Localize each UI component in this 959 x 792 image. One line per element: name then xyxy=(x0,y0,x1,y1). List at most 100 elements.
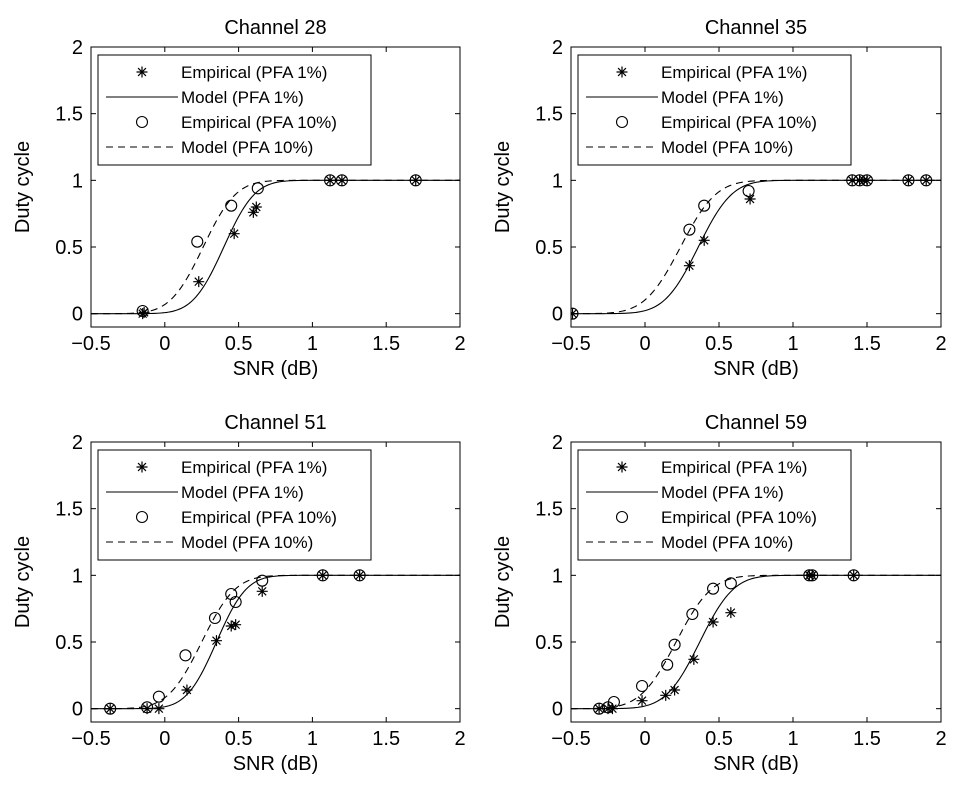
asterisk-marker xyxy=(410,174,422,186)
asterisk-marker xyxy=(136,66,148,78)
model-curve-pfa1 xyxy=(571,574,941,710)
y-tick-label: 0.5 xyxy=(55,632,83,654)
circle-marker xyxy=(803,569,816,582)
asterisk-marker xyxy=(138,306,150,318)
subplot-channel-51: Channel 51 −0.5 0 0.5 1 1.5 2 0 0.5 1 1.5 2 SNR (dB)… xyxy=(12,412,466,775)
legend-label: Model (PFA 10%) xyxy=(661,138,793,157)
circle-marker xyxy=(686,607,699,621)
circle-marker xyxy=(806,569,819,582)
y-tick-label: 0 xyxy=(72,304,83,326)
x-tick-label: 1 xyxy=(787,333,798,355)
circle-marker xyxy=(593,702,606,715)
asterisk-marker xyxy=(848,569,860,581)
asterisk-marker xyxy=(616,66,628,78)
x-tick-label: −0.5 xyxy=(551,728,590,750)
subplot-channel-28: Channel 28 −0.5 0 0.5 1 1.5 2 0 0.5 1 1.5 2 SNR (dB)… xyxy=(12,17,466,380)
circle-marker xyxy=(256,574,269,587)
plot-area xyxy=(91,174,460,320)
asterisk-marker xyxy=(902,174,914,186)
x-tick-label: 2 xyxy=(935,728,946,750)
asterisk-marker xyxy=(141,703,153,715)
legend-label: Empirical (PFA 10%) xyxy=(661,113,817,132)
asterisk-marker xyxy=(698,234,710,246)
asterisk-marker xyxy=(744,193,756,205)
y-tick-label: 0.5 xyxy=(535,237,563,259)
asterisk-marker xyxy=(606,703,618,715)
circle-marker xyxy=(191,235,204,248)
chart-title: Channel 35 xyxy=(705,17,807,39)
circle-marker xyxy=(409,174,422,187)
legend-label: Model (PFA 1%) xyxy=(661,483,784,502)
x-tick-label: 0.5 xyxy=(225,333,253,355)
legend: Empirical (PFA 1%) Model (PFA 1%) Empirica… xyxy=(97,54,372,166)
y-tick-label: 0 xyxy=(72,699,83,721)
legend: Empirical (PFA 1%) Model (PFA 1%) Empirica… xyxy=(577,54,852,166)
y-tick-label: 2 xyxy=(552,432,563,454)
y-tick-label: 1.5 xyxy=(55,499,83,521)
circle-marker xyxy=(353,569,366,582)
circle-marker xyxy=(920,174,933,187)
circle-marker xyxy=(136,304,149,318)
y-tick-label: 0.5 xyxy=(55,237,83,259)
x-tick-label: 2 xyxy=(454,728,465,750)
x-tick-label: 1 xyxy=(307,728,318,750)
x-tick-label: 0 xyxy=(639,728,650,750)
legend-label: Model (PFA 10%) xyxy=(661,533,793,552)
asterisk-marker xyxy=(920,174,932,186)
legend-label: Empirical (PFA 1%) xyxy=(661,63,807,82)
y-tick-label: 2 xyxy=(72,432,83,454)
asterisk-marker xyxy=(210,635,222,647)
legend-label: Model (PFA 1%) xyxy=(661,88,784,107)
y-tick-label: 1 xyxy=(552,565,563,587)
circle-marker xyxy=(742,184,755,198)
circle-marker xyxy=(135,115,149,129)
chart-title: Channel 59 xyxy=(705,412,807,434)
asterisk-marker xyxy=(688,653,700,665)
circle-marker xyxy=(853,174,866,187)
asterisk-marker xyxy=(669,684,681,696)
y-axis-label: Duty cycle xyxy=(12,536,34,628)
legend-label: Empirical (PFA 1%) xyxy=(181,458,327,477)
subplot-channel-35: Channel 35 −0.5 0 0.5 1 1.5 2 0 0.5 1 1.5 2 SNR (dB)… xyxy=(492,17,947,380)
y-tick-label: 0.5 xyxy=(535,632,563,654)
legend-label: Empirical (PFA 1%) xyxy=(181,63,327,82)
legend-label: Empirical (PFA 10%) xyxy=(661,508,817,527)
y-tick-label: 1 xyxy=(72,565,83,587)
circle-marker xyxy=(571,307,579,320)
circle-marker xyxy=(661,658,674,671)
x-tick-label: 1 xyxy=(307,333,318,355)
x-tick-label: 1.5 xyxy=(372,728,400,750)
legend: Empirical (PFA 1%) Model (PFA 1%) Empirica… xyxy=(97,449,372,561)
circle-marker xyxy=(135,510,149,524)
x-axis-label: SNR (dB) xyxy=(713,753,799,775)
x-tick-label: 1.5 xyxy=(853,728,881,750)
circle-marker xyxy=(860,174,874,187)
legend-label: Empirical (PFA 10%) xyxy=(181,508,337,527)
circle-marker xyxy=(707,582,720,595)
y-tick-label: 1 xyxy=(552,170,563,192)
circle-marker xyxy=(615,510,629,524)
circle-marker xyxy=(251,182,264,195)
asterisk-marker xyxy=(317,569,329,581)
legend-label: Empirical (PFA 1%) xyxy=(661,458,807,477)
asterisk-marker xyxy=(354,569,366,581)
asterisk-marker xyxy=(707,616,719,628)
model-curve-pfa10 xyxy=(91,574,460,710)
y-tick-label: 2 xyxy=(72,37,83,59)
circle-marker xyxy=(179,649,192,662)
asterisk-marker xyxy=(193,276,205,288)
asterisk-marker xyxy=(250,201,262,213)
circle-marker xyxy=(902,174,915,187)
circle-marker xyxy=(316,569,329,582)
subplot-channel-59: Channel 59 −0.5 0 0.5 1 1.5 2 0 0.5 1 1.5 2 SNR (dB)… xyxy=(492,412,947,775)
asterisk-marker xyxy=(256,585,268,597)
chart-title: Channel 28 xyxy=(224,17,326,39)
y-tick-label: 0 xyxy=(552,699,563,721)
circle-marker xyxy=(225,199,238,212)
circle-marker xyxy=(668,638,681,651)
y-tick-label: 1.5 xyxy=(535,104,563,126)
x-tick-label: 1 xyxy=(787,728,798,750)
x-tick-label: 1.5 xyxy=(372,333,400,355)
y-axis-label: Duty cycle xyxy=(12,141,34,233)
asterisk-marker xyxy=(181,684,193,696)
